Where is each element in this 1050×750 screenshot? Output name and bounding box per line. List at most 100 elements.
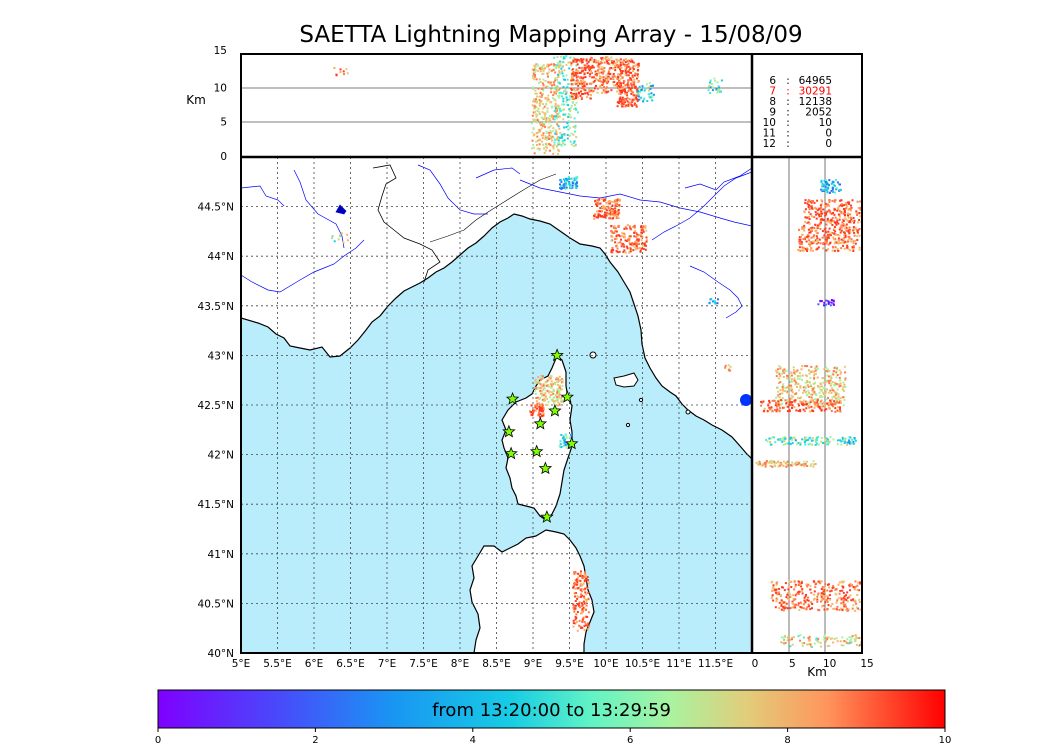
side-source [834,230,837,233]
side-source [787,588,790,591]
lightning-source [541,385,544,388]
side-source [853,221,855,224]
altitude-source [583,72,586,75]
side-source [811,409,814,412]
lightning-source [575,617,578,619]
altitude-source [568,134,571,137]
side-source [816,399,819,402]
altitude-source [549,101,552,104]
side-source [822,188,824,191]
side-source [844,385,847,388]
side-source [775,375,778,378]
lightning-source [636,235,639,238]
side-source [828,370,831,373]
side-source [806,403,809,406]
side-source [835,397,838,400]
altitude-source [620,104,623,107]
side-source [828,375,830,378]
side-source [840,443,843,446]
side-source [824,591,826,594]
altitude-source [540,116,543,119]
altitude-source [633,103,636,106]
altitude-source [594,73,597,76]
station-star [540,510,554,523]
lightning-source [633,243,636,245]
altitude-source [569,126,572,129]
side-source [803,636,805,639]
side-source [805,436,808,439]
altitude-source [534,75,537,78]
altitude-source [631,59,634,62]
side-source [838,592,841,595]
lightning-source [621,234,624,237]
side-source [778,396,781,399]
side-source [809,401,812,404]
altitude-source [562,113,565,116]
altitude-source [562,86,565,88]
altitude-source [637,62,640,65]
lightning-source [635,242,638,245]
side-source [837,213,840,216]
altitude-source [538,143,541,146]
lightning-source [572,585,575,588]
altitude-source [628,69,630,72]
side-source [805,240,808,243]
altitude-source [598,63,601,66]
lightning-source [597,214,600,217]
side-source [777,400,780,403]
side-source [808,243,811,246]
lightning-source [574,622,577,625]
side-source [796,382,799,385]
altitude-source [621,89,624,92]
lightning-source [724,364,727,367]
lightning-source [636,247,639,250]
altitude-source [554,107,557,110]
lightning-source [555,380,558,383]
altitude-source [541,111,544,114]
altitude-source [554,138,557,141]
longitude-tick-label: 5°E [232,658,251,670]
altitude-source [629,88,632,91]
altitude-source [622,85,625,88]
side-source [832,641,835,644]
lightning-source [645,239,648,242]
side-source [769,441,772,444]
side-source [769,460,772,463]
side-source [830,212,833,215]
side-source [855,212,858,215]
side-source [813,590,816,593]
altitude-source [619,92,622,95]
side-source [811,207,814,210]
side-source [786,597,789,600]
side-source [779,393,782,396]
lightning-source [604,198,607,201]
altitude-source [624,58,627,61]
lightning-source [574,604,577,607]
altitude-source [626,60,629,63]
lightning-source [630,243,633,246]
altitude-source [569,116,572,119]
altitude-source [533,64,536,67]
lightning-source [580,605,583,608]
lightning-source [579,584,582,587]
altitude-source [550,63,553,66]
side-source [808,406,811,409]
altitude-source [537,131,540,134]
side-source [809,381,811,384]
side-source [837,383,840,386]
altitude-source [571,83,574,86]
altitude-source [555,64,558,67]
side-source [812,236,815,239]
side-source [825,186,828,189]
station-count-key: 7 [769,86,776,98]
altitude-source [605,59,608,62]
altitude-source [535,92,538,95]
side-source [833,400,836,403]
side-source [827,441,830,444]
altitude-source [708,81,711,84]
lightning-source [572,606,575,609]
side-source [834,366,837,369]
altitude-source [565,63,568,66]
side-source [793,588,796,591]
side-source [832,405,834,408]
